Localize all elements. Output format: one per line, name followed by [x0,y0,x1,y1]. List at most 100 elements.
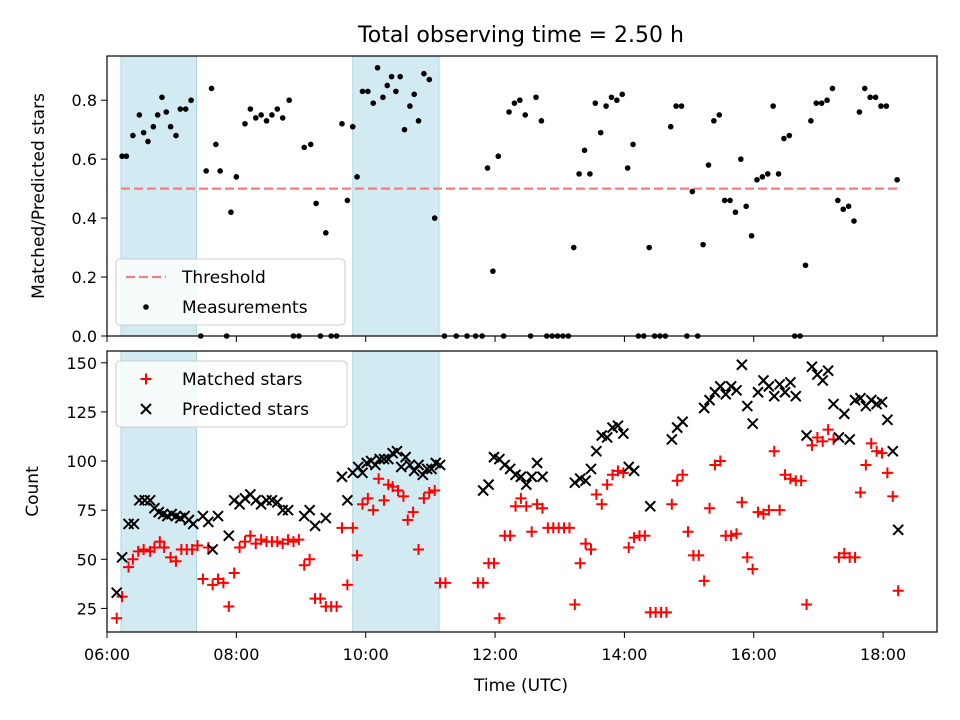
matched-star-point [628,532,640,544]
measurement-point [154,112,161,118]
ratio-legend: Threshold Measurements [115,258,346,326]
measurement-point [576,171,582,177]
matched-star-point [304,553,316,565]
measurement-point [490,268,496,274]
matched-star-point [806,439,818,451]
predicted-star-point [790,390,802,402]
legend-matched-swatch [140,373,152,385]
predicted-star-point [128,518,140,530]
matched-star-point [407,506,419,518]
matched-star-point [822,424,834,436]
count-plot-frame [106,350,938,633]
matched-star-point [520,500,532,512]
predicted-star-point [736,359,748,371]
measurement-point [415,118,422,124]
matched-star-point [795,475,807,487]
matched-star-point [860,459,872,471]
matched-star-point [768,445,780,457]
matched-star-point [234,542,246,554]
matched-star-point [704,502,716,514]
predicted-star-point [374,453,386,465]
matched-star-point [504,530,516,542]
measurement-point [721,197,728,204]
measurement-point [624,165,631,171]
predicted-star-point [865,394,877,406]
matched-star-point [639,530,651,542]
measurement-point [614,97,620,104]
predicted-star-point [676,416,689,428]
matched-star-point [116,591,128,603]
matched-star-point [127,553,139,565]
matched-star-point [887,490,899,502]
predicted-star-point [741,400,753,412]
matched-star-point [397,490,409,502]
matched-star-point [373,473,385,485]
matched-star-point [693,549,705,561]
matched-star-point [154,536,166,548]
measurement-point [775,171,782,177]
measurement-point [495,153,502,160]
measurement-point [167,123,174,130]
predicted-stars-points [110,359,904,599]
measurement-point [700,241,706,248]
measurement-point [286,97,292,104]
measurement-point [301,144,308,151]
matched-star-point [170,555,182,567]
measurement-point [845,203,852,210]
measurement-point [716,112,723,118]
matched-star-point [677,469,689,481]
predicted-star-point [752,386,764,398]
matched-star-point [314,593,326,605]
matched-star-point [439,577,451,589]
matched-star-point [774,504,786,516]
matched-star-point [563,522,575,534]
measurement-point [228,209,234,216]
matched-star-point [402,514,414,526]
predicted-star-point [887,445,899,457]
predicted-star-point [590,445,603,457]
matched-star-point [526,526,538,538]
measurement-point [711,118,717,124]
predicted-star-point [714,380,727,393]
measurement-point [754,176,760,183]
matched-star-point [217,577,229,589]
predicted-star-point [417,469,429,481]
matched-star-point [282,534,294,546]
ratio-measurement-points [119,64,900,339]
legend-threshold-label: Threshold [181,268,266,288]
measurement-point [397,73,403,80]
matched-star-point [378,494,390,506]
count-y-tick-label: 150 [66,354,97,373]
x-tick-label: 18:00 [860,645,906,664]
measurement-point [867,94,873,101]
matched-star-point [293,534,305,546]
measurement-point [630,141,636,148]
predicted-star-point [239,492,251,505]
predicted-star-point [800,429,813,442]
matched-star-point [574,557,586,569]
matched-star-point [865,437,877,449]
measurement-point [533,94,539,101]
predicted-star-point [425,463,438,475]
measurement-point [203,168,209,174]
predicted-star-point [730,384,743,397]
predicted-star-point [399,451,412,463]
ratio-panel: 0.00.20.40.60.8 Matched/Predicted stars … [29,55,938,346]
count-y-axis-ticks: 25 50 75 100 125 150 [66,354,107,618]
predicted-star-point [779,386,791,398]
measurement-point [689,188,696,195]
ratio-legend-box [115,258,346,326]
matched-star-point [660,606,672,618]
predicted-star-point [110,586,123,599]
ratio-y-axis-label: Matched/Predicted stars [29,93,49,299]
measurement-point [119,153,125,160]
matched-star-point [351,549,363,561]
measurement-point [182,106,189,112]
predicted-star-point [806,361,818,373]
measurement-point [770,103,776,109]
measurement-point [274,106,281,112]
predicted-star-point [309,520,321,532]
measurement-point [732,209,739,216]
matched-star-point [341,579,353,591]
x-tick-label: 16:00 [731,645,777,664]
